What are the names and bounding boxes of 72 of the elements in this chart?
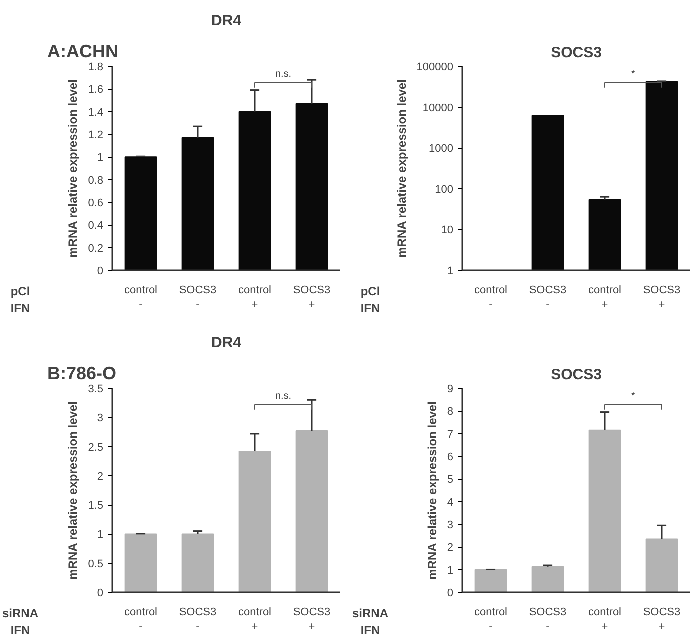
y-tick-label: 1 <box>97 152 104 164</box>
text: IFN <box>360 301 380 316</box>
chart-title: DR4 <box>211 12 242 30</box>
y-tick-label: 10 <box>441 224 454 237</box>
chart-title: SOCS3 <box>551 44 602 62</box>
x-tick-label: control - <box>474 606 508 633</box>
y-tick-label: 2.5 <box>88 442 104 454</box>
y-tick-label: 1.4 <box>88 106 104 119</box>
chart-subtitle: B:786-O <box>48 364 117 384</box>
y-tick-label: 0.8 <box>88 174 104 187</box>
y-tick-label: 0.4 <box>88 220 104 232</box>
y-tick-label: 0 <box>97 588 104 600</box>
y-tick-label: 0 <box>447 588 454 600</box>
x-tick-label: control - <box>124 284 158 311</box>
x-tick-label: SOCS3 + <box>293 606 331 633</box>
y-tick-label: 9 <box>447 384 454 396</box>
x-tick-label: control - <box>474 284 508 311</box>
x-tick-label: control + <box>238 284 272 311</box>
y-tick-label: 1.2 <box>88 130 104 142</box>
text: IFN <box>10 623 30 638</box>
y-tick-label: 100 <box>435 184 454 196</box>
y-axis-title: mRNA relative expression level <box>66 402 80 580</box>
x-tick-label: control + <box>588 606 622 633</box>
y-tick-label: 2 <box>97 470 104 483</box>
y-tick-label: 100000 <box>416 62 454 74</box>
x-tick-label: SOCS3 - <box>179 606 217 633</box>
y-tick-label: 5 <box>447 474 454 486</box>
text: IFN <box>360 623 380 638</box>
y-tick-label: 6 <box>447 452 454 464</box>
y-tick-label: 10000 <box>422 102 454 114</box>
x-tick-label: SOCS3 + <box>643 284 681 311</box>
y-tick-label: 1.8 <box>88 62 104 74</box>
y-tick-label: 8 <box>447 406 454 418</box>
y-tick-label: 3 <box>97 412 104 425</box>
x-tick-label: control - <box>124 606 158 633</box>
annotation: * <box>632 68 636 80</box>
annotation: * <box>632 390 636 402</box>
y-axis-title: mRNA relative expression level <box>394 80 409 258</box>
y-tick-label: 3 <box>447 520 454 532</box>
y-axis-title: mRNA relative expression level <box>425 402 440 580</box>
y-tick-label: 4 <box>447 496 454 509</box>
y-tick-label: 1.5 <box>88 500 104 512</box>
x-tick-label: SOCS3 - <box>529 284 567 311</box>
y-axis-title: mRNA relative expression level <box>66 80 80 258</box>
text: pCl <box>10 284 30 298</box>
y-tick-label: 0.6 <box>88 198 104 210</box>
y-tick-label: 0.5 <box>88 558 104 570</box>
y-tick-label: 3.5 <box>88 384 104 396</box>
y-tick-label: 1 <box>447 564 454 577</box>
x-tick-label: SOCS3 - <box>529 606 567 633</box>
x-tick-label: control + <box>238 606 272 633</box>
text: pCl <box>360 284 380 298</box>
y-tick-label: 1 <box>97 529 104 542</box>
y-tick-label: 0 <box>97 266 104 278</box>
x-tick-label: SOCS3 + <box>643 606 681 633</box>
text: IFN <box>10 301 30 316</box>
y-tick-label: 2 <box>447 542 454 554</box>
annotation: n.s. <box>275 390 292 402</box>
y-tick-label: 1 <box>447 266 454 278</box>
text: siRNA <box>352 606 389 620</box>
chart-title: DR4 <box>211 334 242 352</box>
annotation: n.s. <box>275 68 292 80</box>
chart-subtitle: A:ACHN <box>48 42 118 62</box>
x-tick-label: SOCS3 - <box>179 284 217 311</box>
x-tick-label: SOCS3 + <box>293 284 331 311</box>
y-tick-label: 0.2 <box>88 242 104 255</box>
chart-title: SOCS3 <box>551 366 602 384</box>
text: siRNA <box>2 606 39 620</box>
y-tick-label: 1000 <box>429 143 454 156</box>
x-tick-label: control + <box>588 284 622 311</box>
y-tick-label: 1.6 <box>88 84 104 96</box>
y-tick-label: 7 <box>447 428 454 441</box>
